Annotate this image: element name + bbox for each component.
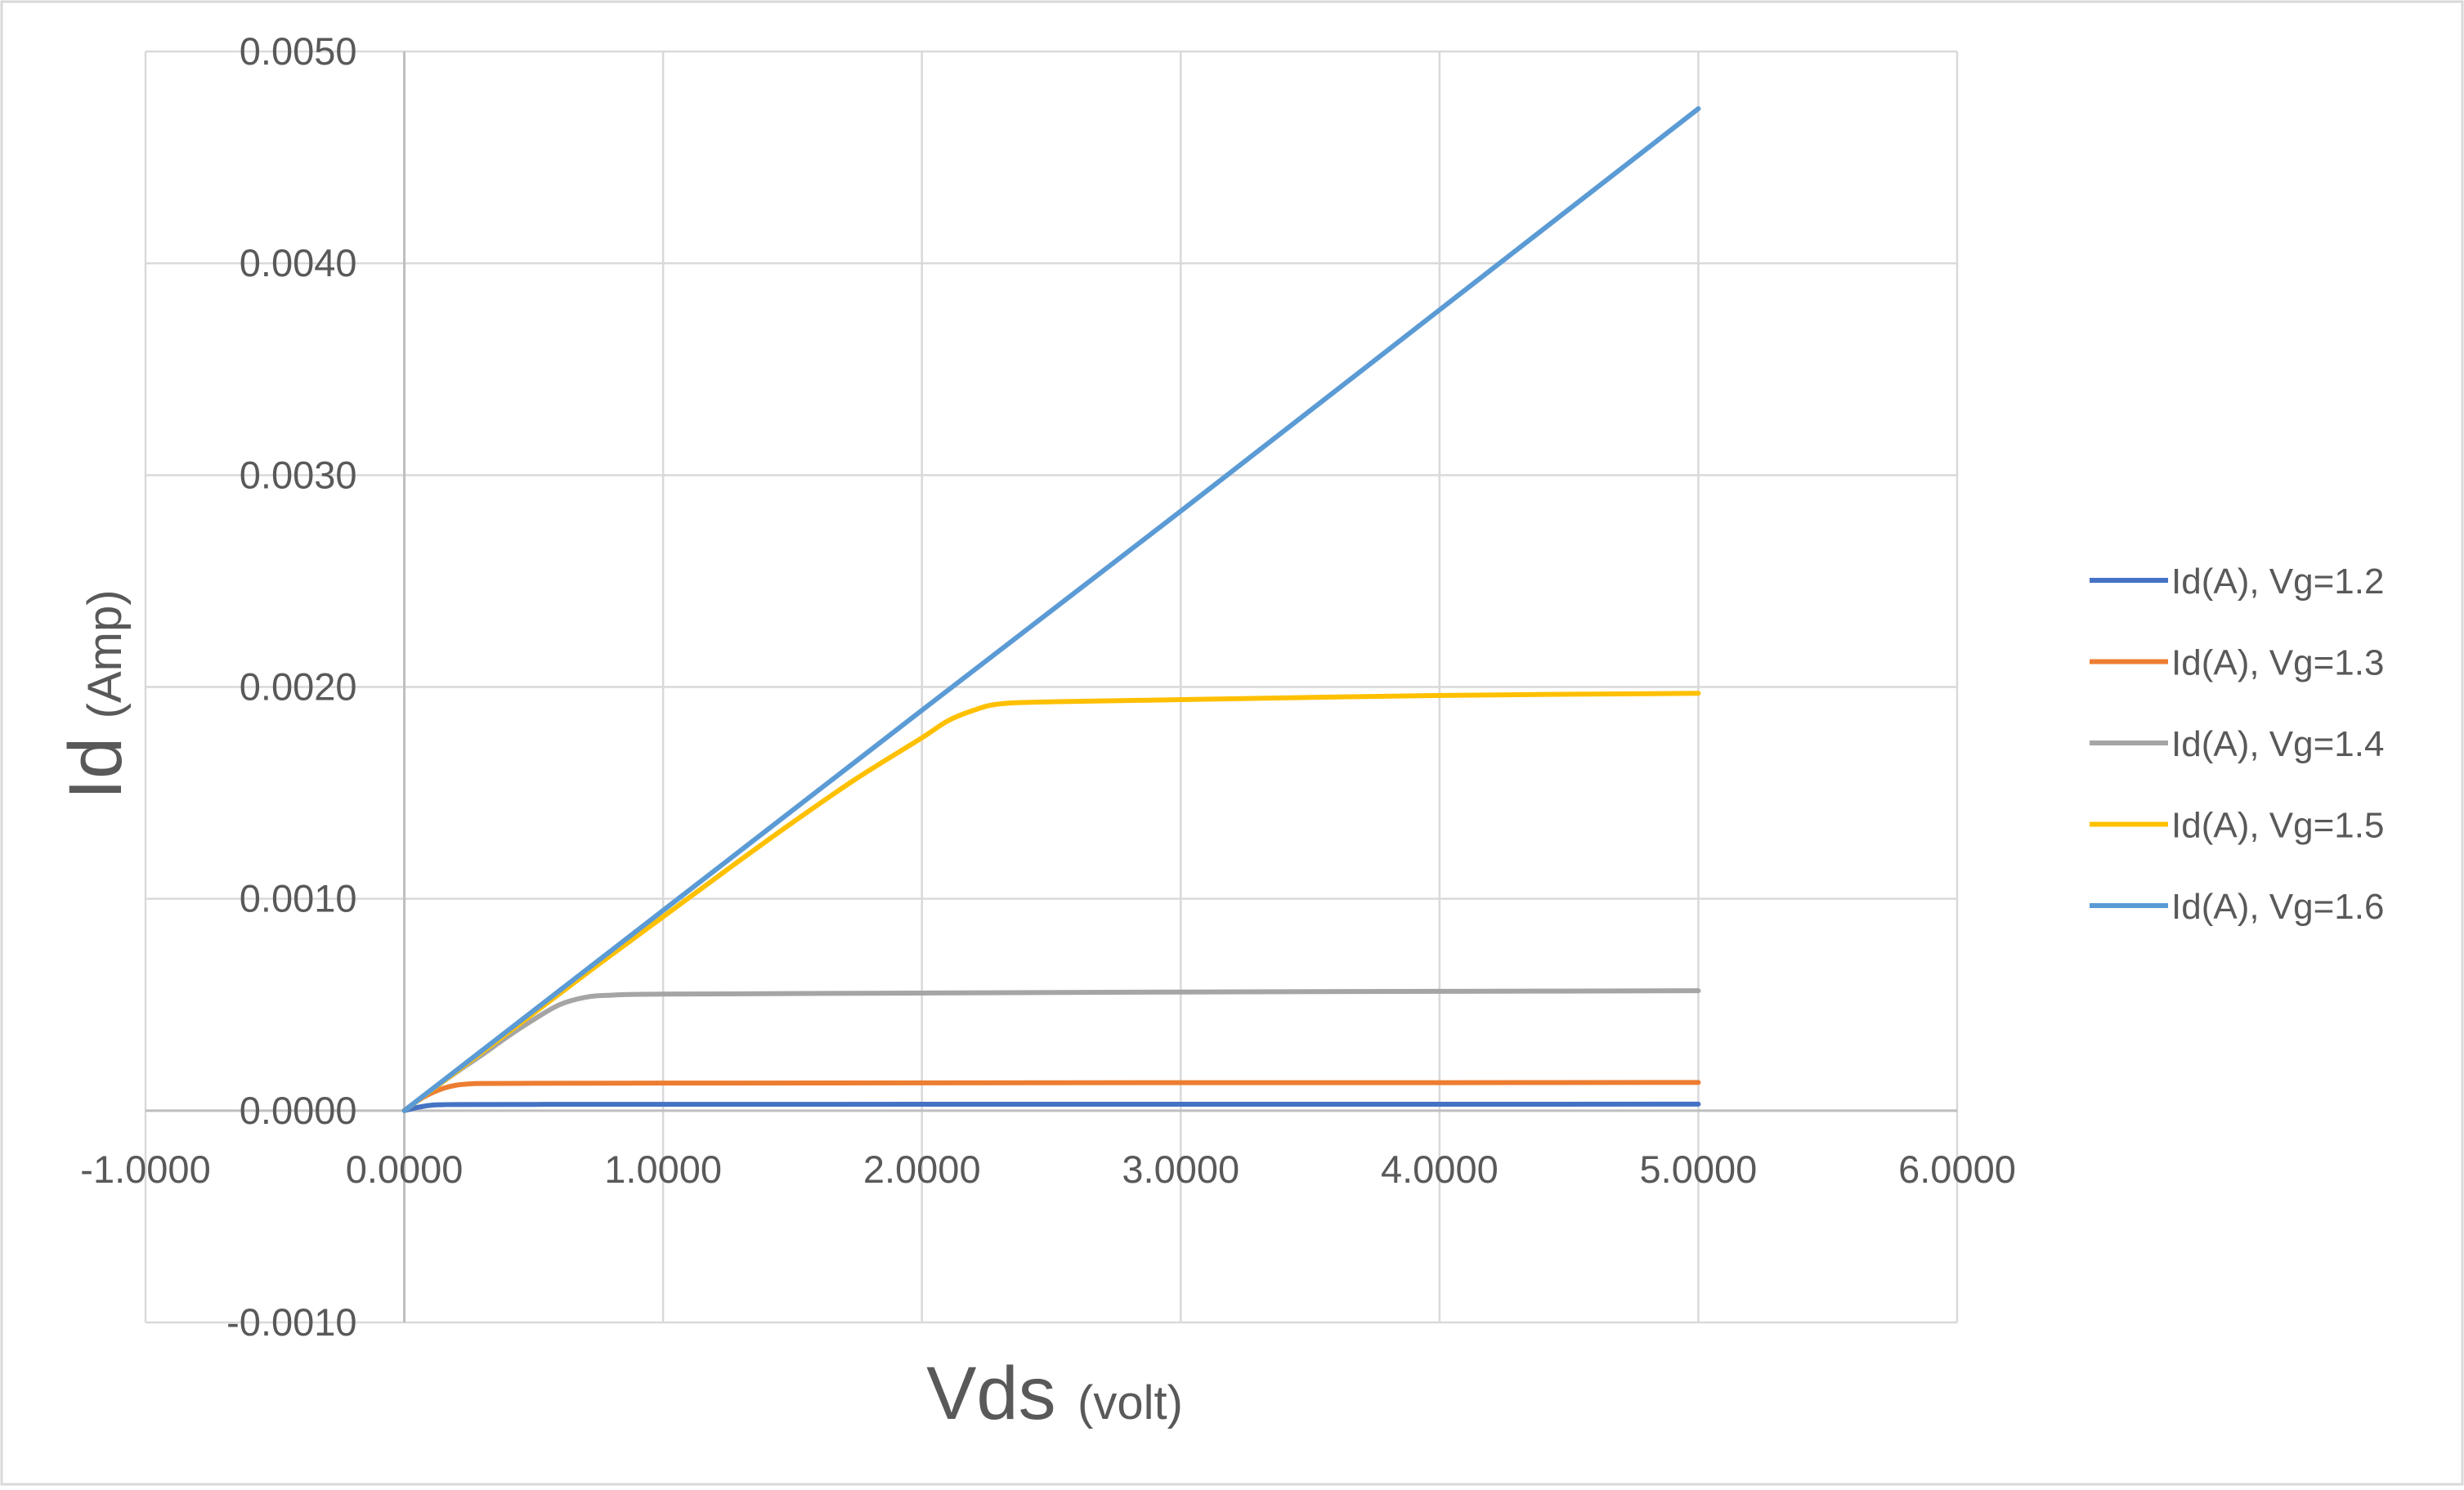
x-tick-label: 4.0000 bbox=[1381, 1148, 1499, 1191]
series-line-4 bbox=[401, 691, 1701, 1113]
series-line-5 bbox=[401, 105, 1701, 1113]
legend-label-1: Id(A), Vg=1.2 bbox=[2171, 562, 2384, 602]
x-tick-label: -1.0000 bbox=[80, 1148, 210, 1191]
x-tick-label: 5.0000 bbox=[1640, 1148, 1758, 1191]
legend-label-3: Id(A), Vg=1.4 bbox=[2171, 724, 2384, 764]
y-tick-label: 0.0000 bbox=[240, 1089, 357, 1132]
y-axis-title-main: Id bbox=[54, 737, 137, 800]
x-axis-title-main: Vds bbox=[926, 1352, 1056, 1435]
x-tick-label: 1.0000 bbox=[604, 1148, 722, 1191]
x-tick-label: 0.0000 bbox=[346, 1148, 464, 1191]
y-tick-label: 0.0030 bbox=[240, 453, 357, 496]
y-tick-label: 0.0050 bbox=[240, 29, 357, 73]
x-tick-label: 2.0000 bbox=[863, 1148, 981, 1191]
y-axis-title: Id (Amp) bbox=[54, 589, 137, 799]
y-axis-title-unit: (Amp) bbox=[78, 589, 132, 718]
x-axis-title-unit: (volt) bbox=[1077, 1376, 1183, 1430]
legend-label-4: Id(A), Vg=1.5 bbox=[2171, 806, 2384, 846]
y-tick-label: 0.0020 bbox=[240, 665, 357, 709]
x-tick-label: 6.0000 bbox=[1898, 1148, 2016, 1191]
tick-labels: -0.0010 0.0000 0.0010 0.0020 0.0030 0.0040 0.0… bbox=[80, 29, 2016, 1344]
x-axis-title: Vds (volt) bbox=[926, 1352, 1183, 1435]
x-tick-label: 3.0000 bbox=[1122, 1148, 1239, 1191]
y-tick-label: 0.0010 bbox=[240, 877, 357, 920]
y-tick-label: 0.0040 bbox=[240, 241, 357, 284]
y-tick-label: -0.0010 bbox=[226, 1300, 356, 1344]
series-line-1 bbox=[401, 1101, 1701, 1113]
series-lines bbox=[401, 105, 1701, 1113]
legend-label-2: Id(A), Vg=1.3 bbox=[2171, 643, 2384, 683]
legend-label-5: Id(A), Vg=1.6 bbox=[2171, 887, 2384, 927]
legend: Id(A), Vg=1.2 Id(A), Vg=1.3 Id(A), Vg=1.4 I… bbox=[2090, 562, 2384, 927]
series-line-2 bbox=[401, 1080, 1701, 1113]
